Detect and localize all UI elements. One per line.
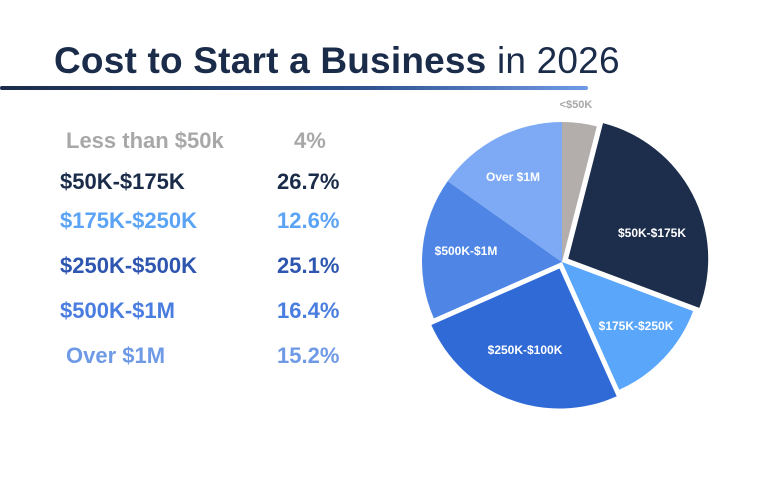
pie-slice-label: $500K-$1M (435, 244, 498, 258)
title-light: in 2026 (496, 40, 620, 81)
legend-label: Less than $50k (66, 128, 224, 153)
pie-slice (431, 268, 617, 409)
legend-value: 26.7% (277, 169, 340, 194)
pie-slice (562, 262, 694, 390)
pie-slice-label: $50K-$175K (618, 226, 686, 240)
legend-value: 15.2% (277, 343, 340, 368)
pie-slice (447, 122, 562, 262)
pie-slice (562, 122, 597, 262)
legend-label: Over $1M (66, 343, 166, 368)
legend-value: 16.4% (277, 298, 340, 323)
legend-value: 4% (294, 128, 326, 153)
pie-slice (421, 181, 562, 319)
legend-row-50k-175k: $50K-$175K 26.7% (60, 169, 360, 197)
legend-row-175k-250k: $175K-$250K 12.6% (60, 208, 360, 236)
title-underline (0, 86, 588, 90)
legend-row-under-50k: Less than $50k 4% (66, 128, 366, 156)
legend-label: $175K-$250K (60, 208, 197, 233)
page-title: Cost to Start a Business in 2026 (54, 40, 620, 82)
legend-row-over-1m: Over $1M 15.2% (66, 343, 366, 371)
pie-slice-label: $175K-$250K (599, 319, 674, 333)
legend-row-250k-500k: $250K-$500K 25.1% (60, 253, 360, 281)
legend-label: $250K-$500K (60, 253, 197, 278)
pie-slice-label: <$50K (560, 99, 593, 111)
title-bold: Cost to Start a Business (54, 40, 487, 81)
pie-slice-label: $250K-$100K (488, 343, 563, 357)
pie-slice (568, 123, 709, 308)
pie-slice-label: Over $1M (486, 170, 540, 184)
legend-label: $50K-$175K (60, 169, 185, 194)
legend-value: 12.6% (277, 208, 340, 233)
legend-row-500k-1m: $500K-$1M 16.4% (60, 298, 360, 326)
legend-label: $500K-$1M (60, 298, 175, 323)
legend-value: 25.1% (277, 253, 340, 278)
